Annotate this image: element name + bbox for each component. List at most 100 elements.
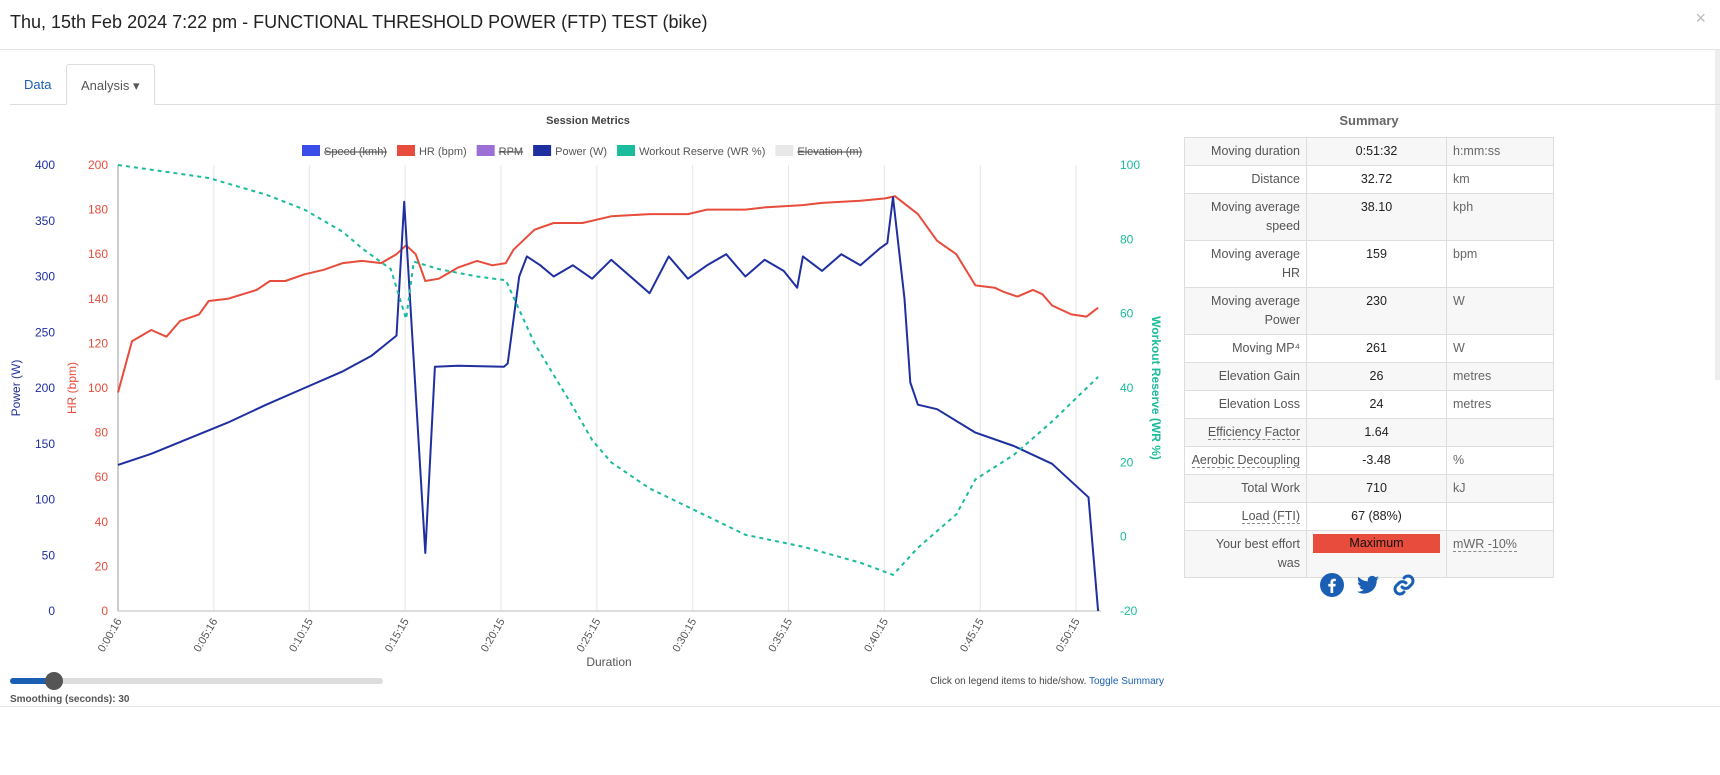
smoothing-slider[interactable] <box>10 672 383 690</box>
x-tick-label: 0:35:15 <box>766 617 795 655</box>
legend-label: Workout Reserve (WR %) <box>639 146 765 158</box>
legend-swatch <box>302 145 320 156</box>
legend-label: Speed (kmh) <box>324 146 387 158</box>
hr-tick-label: 200 <box>88 158 108 172</box>
summary-label: Elevation Gain <box>1184 362 1307 391</box>
summary-unit: metres <box>1446 390 1554 419</box>
x-tick-label: 0:00:16 <box>96 617 125 655</box>
facebook-icon[interactable] <box>1320 573 1344 597</box>
hr-tick-label: 140 <box>88 292 108 306</box>
power-tick-label: 250 <box>35 325 55 339</box>
legend-hint: Click on legend items to hide/show. Togg… <box>930 676 1164 687</box>
summary-value: 32.72 <box>1306 165 1447 194</box>
summary-unit: % <box>1446 446 1554 475</box>
summary-label-text: Your best effort was <box>1215 537 1300 570</box>
legend-label: Elevation (m) <box>797 146 862 158</box>
x-tick-label: 0:15:15 <box>383 617 412 655</box>
summary-value: 26 <box>1306 362 1447 391</box>
series-line-wr <box>117 164 1099 576</box>
x-tick-label: 0:10:15 <box>287 617 316 655</box>
summary-label: Total Work <box>1184 474 1307 503</box>
power-tick-label: 100 <box>35 493 55 507</box>
legend-item[interactable]: RPM <box>476 145 523 158</box>
summary-label: Moving MP⁴ <box>1184 334 1307 363</box>
power-tick-label: 150 <box>35 437 55 451</box>
summary-label-text: Moving average Power <box>1211 294 1300 327</box>
summary-row: Elevation Loss 24 metres <box>1184 390 1554 419</box>
tab-bar: Data Analysis ▾ <box>10 64 1720 105</box>
power-axis-label: Power (W) <box>9 360 23 417</box>
x-tick-label: 0:30:15 <box>671 617 700 655</box>
hr-tick-label: 180 <box>88 203 108 217</box>
summary-label: Efficiency Factor <box>1184 418 1307 447</box>
summary-label-text: Moving MP⁴ <box>1232 341 1300 355</box>
summary-unit: km <box>1446 165 1554 194</box>
summary-row: Your best effort was Maximum mWR -10% <box>1184 530 1554 578</box>
summary-title: Summary <box>1339 113 1399 128</box>
legend-swatch <box>617 145 636 156</box>
summary-row: Moving duration 0:51:32 h:mm:ss <box>1184 137 1554 166</box>
wr-tick-label: 60 <box>1120 307 1134 321</box>
summary-value: 67 (88%) <box>1306 502 1447 531</box>
wr-tick-label: -20 <box>1120 604 1138 618</box>
hr-tick-label: 20 <box>95 559 109 573</box>
legend-item[interactable]: Elevation (m) <box>775 145 862 158</box>
summary-unit: mWR -10% <box>1446 530 1554 578</box>
summary-label: Load (FTI) <box>1184 502 1307 531</box>
legend-item[interactable]: Power (W) <box>533 145 607 158</box>
hr-tick-label: 80 <box>95 426 109 440</box>
mwr-value[interactable]: mWR -10% <box>1453 537 1517 552</box>
tab-data[interactable]: Data <box>24 77 52 92</box>
summary-label: Moving duration <box>1184 137 1307 166</box>
legend-label: HR (bpm) <box>419 146 467 158</box>
wr-tick-label: 20 <box>1120 455 1134 469</box>
series-line-power <box>117 196 1100 612</box>
legend-item[interactable]: Speed (kmh) <box>302 145 387 158</box>
tab-analysis[interactable]: Analysis ▾ <box>66 64 155 105</box>
summary-unit: kJ <box>1446 474 1554 503</box>
share-icons <box>1320 573 1416 597</box>
summary-value: 38.10 <box>1306 193 1447 241</box>
summary-label-text[interactable]: Efficiency Factor <box>1207 425 1300 440</box>
summary-label-text[interactable]: Aerobic Decoupling <box>1191 453 1300 468</box>
summary-label: Your best effort was <box>1184 530 1307 578</box>
summary-value: 710 <box>1306 474 1447 503</box>
summary-value: 159 <box>1306 240 1447 288</box>
summary-label-text: Total Work <box>1241 481 1300 495</box>
summary-label-text[interactable]: Load (FTI) <box>1241 509 1300 524</box>
power-tick-label: 0 <box>48 604 55 618</box>
summary-value: -3.48 <box>1306 446 1447 475</box>
toggle-summary-link[interactable]: Toggle Summary <box>1088 676 1164 687</box>
summary-unit: metres <box>1446 362 1554 391</box>
summary-label: Elevation Loss <box>1184 390 1307 419</box>
power-tick-label: 300 <box>35 270 55 284</box>
legend-item[interactable]: HR (bpm) <box>396 145 467 158</box>
session-metrics-chart: Session Metrics 0:00:16 0:05:16 0:10:15 0:15… <box>9 115 1163 669</box>
wr-tick-label: 80 <box>1120 232 1134 246</box>
summary-label: Aerobic Decoupling <box>1184 446 1307 475</box>
x-tick-label: 0:05:16 <box>192 617 221 655</box>
legend-swatch <box>396 145 415 156</box>
summary-unit: bpm <box>1446 240 1554 288</box>
link-icon[interactable] <box>1392 573 1416 597</box>
x-tick-label: 0:20:15 <box>479 617 508 655</box>
legend-label: RPM <box>499 146 523 158</box>
divider <box>0 706 1720 707</box>
x-tick-label: 0:25:15 <box>575 617 604 655</box>
wr-axis-label: Workout Reserve (WR %) <box>1149 316 1163 460</box>
legend-item[interactable]: Workout Reserve (WR %) <box>617 145 765 158</box>
summary-row: Moving average HR 159 bpm <box>1184 240 1554 288</box>
wr-tick-label: 40 <box>1120 381 1134 395</box>
twitter-icon[interactable] <box>1356 573 1380 597</box>
power-tick-label: 400 <box>35 158 55 172</box>
summary-unit <box>1446 418 1554 447</box>
scrollbar[interactable] <box>1715 50 1720 380</box>
hr-axis-label: HR (bpm) <box>65 362 79 414</box>
power-tick-label: 200 <box>35 381 55 395</box>
close-button[interactable]: × <box>1695 8 1706 28</box>
summary-label-text: Distance <box>1251 172 1300 186</box>
chart-title: Session Metrics <box>546 115 630 127</box>
hr-tick-label: 60 <box>95 470 109 484</box>
summary-value: 261 <box>1306 334 1447 363</box>
slider-handle[interactable] <box>45 672 63 690</box>
